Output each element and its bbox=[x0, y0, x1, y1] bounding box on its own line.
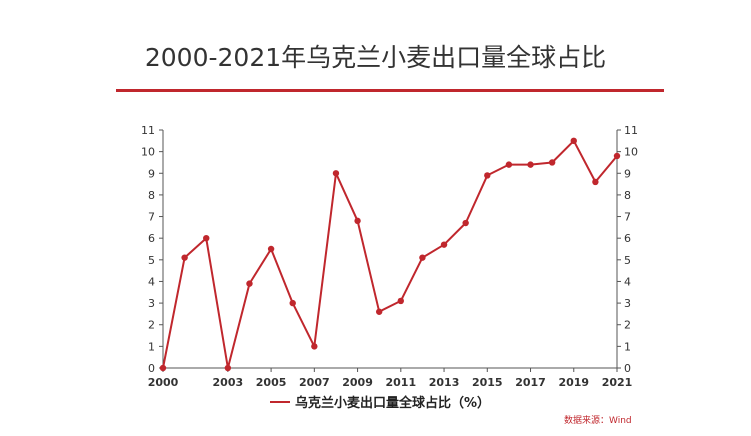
data-point bbox=[505, 161, 513, 168]
y-tick-label-left: 4 bbox=[148, 275, 155, 288]
y-tick-label-right: 3 bbox=[624, 297, 631, 310]
legend: 乌克兰小麦出口量全球占比（%） bbox=[270, 395, 490, 411]
data-point bbox=[375, 308, 383, 315]
data-point bbox=[440, 241, 448, 248]
x-tick-label: 2011 bbox=[385, 376, 416, 389]
y-tick-label-right: 6 bbox=[624, 232, 631, 245]
y-tick-label-left: 11 bbox=[141, 124, 155, 137]
data-point bbox=[419, 254, 426, 261]
y-tick-label-right: 9 bbox=[624, 167, 631, 180]
data-point bbox=[548, 159, 556, 166]
y-axis-right-ticks: 0 1 2 3 4 5 6 7 8 9 10 11 bbox=[617, 124, 638, 375]
x-tick-label: 2003 bbox=[213, 376, 244, 389]
chart-title: 2000-2021年乌克兰小麦出口量全球占比 bbox=[144, 43, 607, 72]
x-tick-label: 2019 bbox=[558, 376, 589, 389]
y-tick-label-left: 9 bbox=[148, 167, 155, 180]
legend-label: 乌克兰小麦出口量全球占比（%） bbox=[295, 395, 490, 411]
data-point bbox=[289, 299, 296, 307]
data-point bbox=[332, 170, 340, 177]
x-tick-label: 2015 bbox=[472, 376, 503, 389]
data-point bbox=[462, 219, 469, 227]
y-tick-label-left: 2 bbox=[148, 319, 155, 332]
y-tick-label-left: 7 bbox=[148, 211, 155, 224]
y-tick-label-left: 10 bbox=[141, 146, 155, 159]
data-point bbox=[484, 172, 491, 179]
data-point bbox=[613, 152, 621, 160]
x-tick-label: 2009 bbox=[342, 376, 373, 389]
y-tick-label-right: 1 bbox=[624, 340, 631, 353]
y-tick-label-left: 1 bbox=[148, 340, 155, 353]
y-tick-label-right: 4 bbox=[624, 275, 631, 288]
y-tick-label-left: 8 bbox=[148, 189, 155, 202]
x-tick-label: 2017 bbox=[515, 376, 546, 389]
data-point bbox=[181, 254, 188, 261]
y-tick-label-left: 5 bbox=[148, 254, 155, 267]
chart-axes bbox=[162, 130, 618, 369]
series-line bbox=[162, 139, 618, 369]
y-tick-label-right: 7 bbox=[624, 211, 631, 224]
title-divider bbox=[116, 89, 664, 92]
y-tick-label-right: 8 bbox=[624, 189, 631, 202]
y-tick-label-right: 2 bbox=[624, 319, 631, 332]
x-tick-label: 2000 bbox=[148, 376, 179, 389]
data-point bbox=[159, 364, 167, 372]
data-point bbox=[354, 217, 361, 225]
series-group bbox=[159, 137, 621, 372]
x-tick-label: 2013 bbox=[429, 376, 460, 389]
y-tick-label-right: 10 bbox=[624, 146, 638, 159]
y-tick-label-left: 0 bbox=[148, 362, 155, 375]
data-point bbox=[267, 245, 275, 253]
data-point bbox=[311, 343, 318, 350]
x-tick-label: 2021 bbox=[602, 376, 633, 389]
data-point bbox=[246, 280, 253, 287]
data-point bbox=[203, 234, 210, 242]
y-tick-label-right: 5 bbox=[624, 254, 631, 267]
y-tick-label-right: 0 bbox=[624, 362, 631, 375]
y-tick-label-left: 6 bbox=[148, 232, 155, 245]
data-point bbox=[570, 137, 577, 145]
x-axis-ticks: 2000 2003 2005 2007 2009 2011 2013 2015 2017 2019… bbox=[148, 368, 633, 389]
data-point bbox=[592, 178, 599, 186]
y-tick-label-left: 3 bbox=[148, 297, 155, 310]
data-point bbox=[397, 297, 405, 305]
data-point bbox=[527, 161, 534, 168]
x-tick-label: 2007 bbox=[299, 376, 330, 389]
y-tick-label-right: 11 bbox=[624, 124, 638, 137]
x-tick-label: 2005 bbox=[256, 376, 287, 389]
y-axis-left-ticks: 0 1 2 3 4 5 6 7 8 9 10 11 bbox=[141, 124, 163, 375]
source-note: 数据来源：Wind bbox=[564, 414, 632, 426]
data-point bbox=[224, 364, 232, 372]
